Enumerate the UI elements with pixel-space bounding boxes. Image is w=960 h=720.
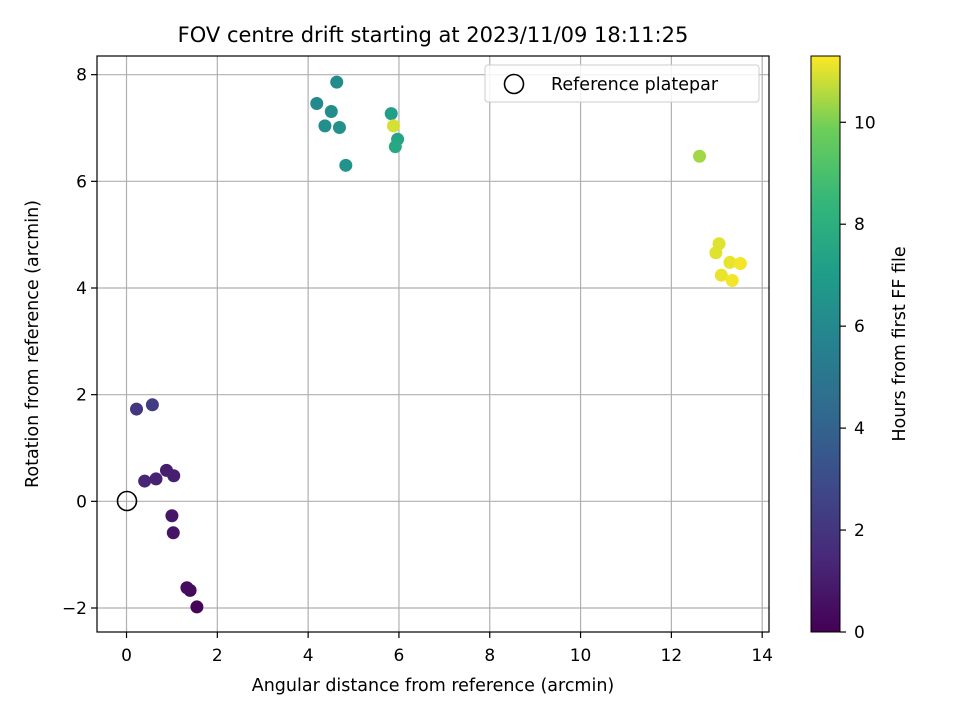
- y-tick-label: 2: [76, 386, 87, 406]
- x-tick-label: 12: [661, 646, 683, 666]
- x-tick-label: 4: [303, 646, 314, 666]
- colorbar-ticks: 0 2 4 6 8 10: [840, 113, 876, 643]
- chart-title: FOV centre drift starting at 2023/11/09 …: [178, 23, 689, 47]
- data-point: [310, 96, 324, 110]
- data-point: [165, 509, 179, 523]
- x-tick-label: 0: [121, 646, 132, 666]
- legend-entry-label: Reference platepar: [551, 75, 719, 95]
- data-point: [386, 119, 400, 133]
- y-tick-label: 4: [76, 279, 87, 299]
- grid-lines: [97, 56, 769, 632]
- x-tick-label: 2: [212, 646, 223, 666]
- x-tick-label: 10: [570, 646, 592, 666]
- colorbar-tick-label: 10: [854, 113, 876, 133]
- colorbar-tick-label: 4: [854, 419, 865, 439]
- data-point: [324, 104, 338, 118]
- legend-marker-open-circle: [503, 73, 525, 95]
- colorbar-tick-label: 6: [854, 317, 865, 337]
- data-point: [149, 472, 163, 486]
- data-point: [167, 469, 181, 483]
- x-tick-label: 14: [751, 646, 773, 666]
- data-point: [339, 158, 353, 172]
- data-point: [733, 256, 747, 270]
- colorbar-label: Hours from first FF file: [890, 246, 910, 441]
- data-point: [138, 474, 152, 488]
- colorbar-tick-label: 0: [854, 623, 865, 643]
- data-point: [145, 398, 159, 412]
- data-point: [130, 402, 144, 416]
- y-tick-label: 6: [76, 172, 87, 192]
- data-point: [330, 75, 344, 89]
- data-points: [130, 75, 747, 614]
- colorbar: 0 2 4 6 8 10 Hours from first FF file: [810, 55, 910, 643]
- data-point: [318, 119, 332, 133]
- data-point: [693, 149, 707, 163]
- data-point: [384, 107, 398, 121]
- x-tick-label: 6: [394, 646, 405, 666]
- y-tick-label: 0: [76, 492, 87, 512]
- data-point: [388, 140, 402, 154]
- colorbar-gradient: [810, 55, 841, 633]
- data-point: [723, 255, 737, 269]
- legend: Reference platepar: [484, 64, 760, 103]
- data-point: [725, 274, 739, 288]
- data-point: [166, 526, 180, 540]
- legend-box: [484, 64, 760, 103]
- data-point: [332, 120, 346, 134]
- data-point: [180, 581, 194, 595]
- reference-point: [116, 490, 138, 512]
- x-axis-label: Angular distance from reference (arcmin): [252, 676, 615, 696]
- data-point: [714, 268, 728, 282]
- x-tick-label: 8: [484, 646, 495, 666]
- colorbar-tick-label: 8: [854, 215, 865, 235]
- plot-frame: [96, 55, 770, 633]
- x-axis-ticks: 0 2 4 6 8 10 12 14: [121, 632, 773, 666]
- y-tick-label: −2: [62, 599, 87, 619]
- data-point: [190, 600, 204, 614]
- colorbar-tick-label: 2: [854, 521, 865, 541]
- y-tick-label: 8: [76, 66, 87, 86]
- data-point: [709, 246, 723, 260]
- y-axis-label: Rotation from reference (arcmin): [23, 200, 43, 488]
- y-axis-ticks: −2 0 2 4 6 8: [62, 66, 97, 619]
